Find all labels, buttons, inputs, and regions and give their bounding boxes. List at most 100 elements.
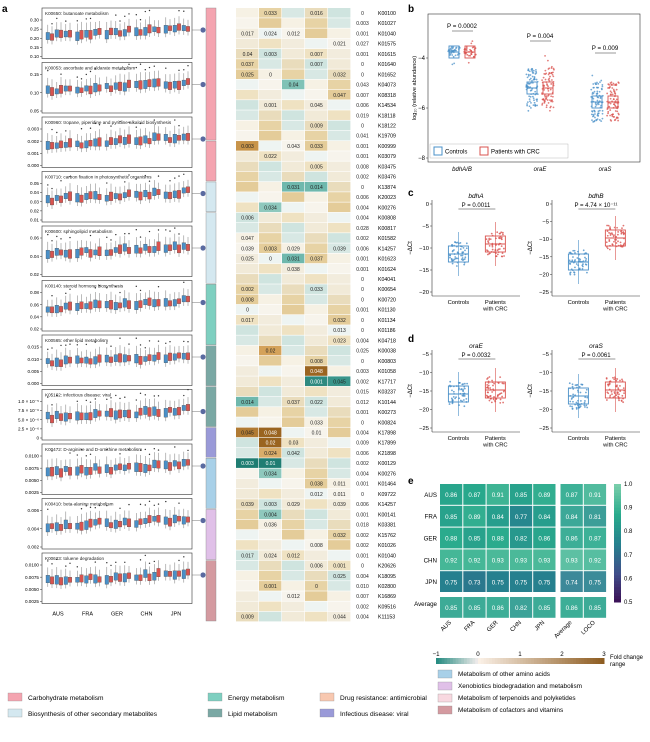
outlier-point	[157, 286, 160, 288]
data-point	[527, 85, 530, 88]
box	[138, 191, 143, 201]
outlier-point	[76, 76, 79, 78]
outlier-point	[144, 554, 146, 557]
data-point	[461, 383, 464, 386]
fold-change-segment	[592, 658, 597, 664]
box	[45, 141, 50, 150]
outlier-point	[124, 396, 126, 398]
outlier-point	[165, 342, 167, 345]
subplot: K00650: butanoate metabolism0.300.250.20…	[30, 7, 206, 59]
legend-label: Lipid metabolism	[228, 711, 278, 718]
heatmap-cell	[351, 253, 374, 264]
data-point	[532, 69, 535, 72]
box	[122, 29, 127, 37]
ko-label: K14534	[378, 103, 396, 109]
heatmap-cell	[282, 345, 305, 356]
heatmap-cell-label: 0.002	[356, 461, 369, 467]
fold-change-segment	[452, 658, 457, 664]
box	[152, 516, 157, 522]
heatmap-cell-label: 0.001	[310, 379, 323, 385]
fold-change-segment	[438, 658, 443, 664]
ko-label: K01624	[378, 267, 396, 273]
box	[113, 28, 118, 36]
data-point	[573, 273, 576, 276]
heatmap-cell	[351, 28, 374, 39]
data-point	[551, 99, 553, 101]
data-point	[501, 231, 504, 234]
data-point	[456, 53, 459, 56]
box	[138, 518, 143, 525]
data-point	[596, 92, 599, 95]
fold-change-segment	[450, 658, 454, 664]
fold-change-segment	[536, 658, 541, 664]
heatmap-cell	[282, 325, 305, 335]
colorbar-segment	[614, 578, 621, 582]
box	[172, 570, 177, 580]
data-point	[499, 398, 502, 401]
data-point	[568, 251, 571, 254]
data-point	[470, 42, 473, 45]
fold-change-segment	[466, 658, 471, 664]
outlier-point	[124, 68, 126, 71]
data-point	[500, 237, 503, 240]
heatmap-cell-label: 0.007	[356, 93, 369, 99]
heatmap-cell-label: 0.032	[333, 533, 346, 539]
outlier-point	[148, 66, 151, 69]
heatmap-cell-value: 0.86	[566, 536, 579, 543]
outlier-point	[148, 562, 151, 565]
box	[59, 29, 63, 38]
box	[118, 135, 122, 144]
box	[163, 298, 168, 307]
data-point	[584, 263, 587, 266]
box	[163, 570, 168, 577]
outlier-point	[119, 453, 121, 455]
box	[50, 414, 54, 424]
heatmap-cell-label: 0	[361, 72, 364, 78]
data-point	[552, 106, 555, 109]
data-point	[610, 81, 613, 84]
heatmap-cell	[259, 407, 282, 417]
box	[122, 298, 127, 308]
data-point	[470, 53, 473, 55]
box	[88, 140, 93, 147]
data-point	[617, 119, 620, 122]
heatmap-cell	[282, 335, 305, 346]
data-point	[584, 396, 587, 399]
data-point	[453, 62, 456, 65]
box	[59, 249, 63, 256]
heatmap-cell-label: 0.003	[264, 502, 277, 508]
data-point	[499, 376, 502, 379]
heatmap-cell	[236, 468, 259, 479]
heatmap-cell-label: 0.004	[356, 205, 369, 211]
box	[156, 460, 161, 469]
heatmap-cell-value: 0.85	[445, 605, 458, 612]
colorbar-segment	[614, 557, 621, 562]
heatmap-cell	[282, 550, 305, 560]
box	[104, 354, 109, 363]
panel-a: a K00650: butanoate metabolism0.300.250.2…	[2, 4, 206, 618]
box	[79, 465, 84, 474]
box	[93, 409, 98, 418]
box	[54, 88, 59, 95]
heatmap-cell-value: 0.87	[589, 536, 602, 543]
outlier-point	[187, 65, 189, 67]
box	[97, 28, 102, 35]
data-point	[550, 71, 553, 74]
data-point	[621, 380, 624, 382]
box	[54, 195, 59, 201]
data-point	[616, 378, 619, 380]
data-point	[550, 65, 553, 68]
box	[143, 356, 148, 362]
heatmap-cell-label: 0.003	[356, 369, 369, 375]
heatmap-cell	[236, 540, 259, 550]
heatmap-cell-label: 0	[361, 359, 364, 365]
heatmap-cell	[305, 192, 328, 202]
box	[186, 459, 190, 466]
heatmap-cell	[305, 448, 328, 458]
heatmap-cell	[236, 141, 259, 151]
heatmap-cell-label: 0.037	[241, 62, 254, 68]
heatmap-cell	[259, 478, 282, 489]
data-point	[536, 104, 539, 107]
heatmap-cell	[305, 499, 328, 509]
